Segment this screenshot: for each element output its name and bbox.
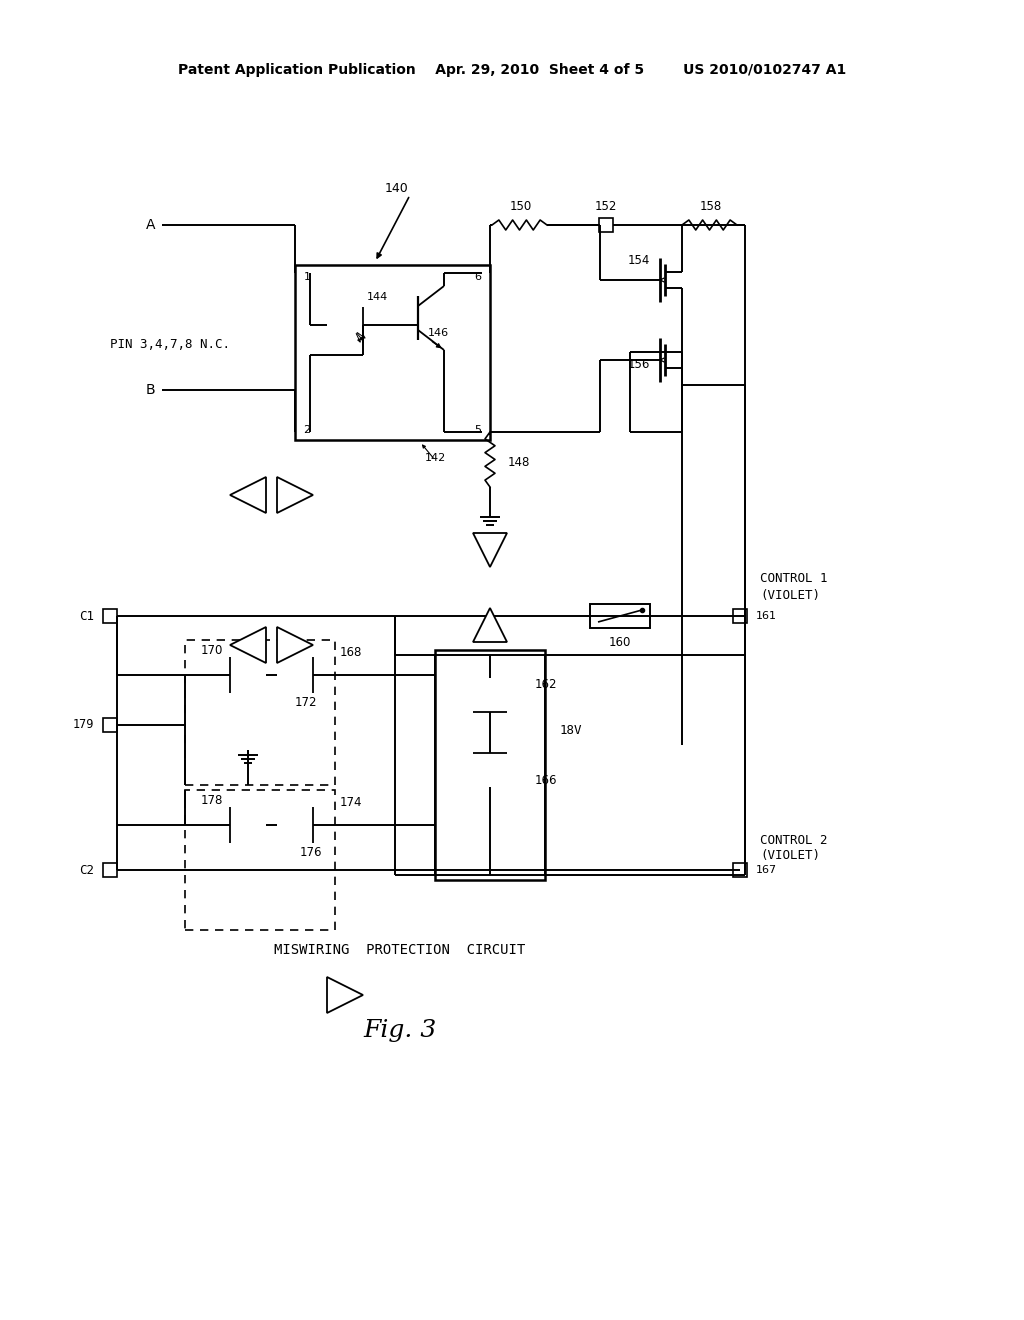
Bar <box>295 265 490 440</box>
Text: 5: 5 <box>474 425 481 436</box>
Text: 140: 140 <box>385 181 409 194</box>
Bar <box>185 789 335 931</box>
Text: 6: 6 <box>474 272 481 282</box>
Text: 18V: 18V <box>560 723 583 737</box>
Polygon shape <box>278 627 313 663</box>
Text: 146: 146 <box>428 327 450 338</box>
Text: C2: C2 <box>79 863 94 876</box>
Polygon shape <box>278 477 313 513</box>
Text: 161: 161 <box>756 611 777 620</box>
Text: 172: 172 <box>295 697 317 710</box>
Text: 2: 2 <box>303 425 310 436</box>
Text: 144: 144 <box>367 292 388 302</box>
Text: 160: 160 <box>609 635 631 648</box>
Polygon shape <box>473 609 507 642</box>
Text: B: B <box>145 383 155 397</box>
Text: 167: 167 <box>756 865 777 875</box>
Text: 158: 158 <box>700 201 722 214</box>
Text: 148: 148 <box>508 455 530 469</box>
Text: 166: 166 <box>535 774 557 787</box>
Bar <box>103 863 117 876</box>
Bar <box>590 605 650 628</box>
Text: CONTROL 2: CONTROL 2 <box>760 833 827 846</box>
Text: 154: 154 <box>628 253 650 267</box>
Text: 152: 152 <box>595 201 617 214</box>
Bar <box>103 609 117 623</box>
Bar <box>599 218 613 232</box>
Text: 164: 164 <box>479 630 502 643</box>
Text: Patent Application Publication    Apr. 29, 2010  Sheet 4 of 5        US 2010/010: Patent Application Publication Apr. 29, … <box>178 63 846 77</box>
Text: 179: 179 <box>73 718 94 731</box>
Text: (VIOLET): (VIOLET) <box>760 850 820 862</box>
Text: 1: 1 <box>303 272 310 282</box>
Text: MISWIRING  PROTECTION  CIRCUIT: MISWIRING PROTECTION CIRCUIT <box>274 942 525 957</box>
Text: 162: 162 <box>535 678 557 692</box>
Bar <box>185 640 335 785</box>
Polygon shape <box>230 477 266 513</box>
Text: 156: 156 <box>628 359 650 371</box>
Text: Fig. 3: Fig. 3 <box>364 1019 436 1041</box>
Bar <box>103 718 117 733</box>
Text: A: A <box>145 218 155 232</box>
Text: CONTROL 1: CONTROL 1 <box>760 572 827 585</box>
Text: 170: 170 <box>201 644 223 656</box>
Text: PIN 3,4,7,8 N.C.: PIN 3,4,7,8 N.C. <box>110 338 230 351</box>
Polygon shape <box>327 977 362 1012</box>
Text: 178: 178 <box>201 793 223 807</box>
Bar <box>435 649 545 880</box>
Bar <box>733 609 746 623</box>
Text: 176: 176 <box>300 846 323 859</box>
Text: 150: 150 <box>510 201 532 214</box>
Text: (VIOLET): (VIOLET) <box>760 589 820 602</box>
Text: 174: 174 <box>340 796 362 808</box>
Polygon shape <box>473 533 507 568</box>
Bar <box>733 863 746 876</box>
Text: C1: C1 <box>79 610 94 623</box>
Text: 142: 142 <box>425 453 446 463</box>
Text: 168: 168 <box>340 645 362 659</box>
Polygon shape <box>230 627 266 663</box>
